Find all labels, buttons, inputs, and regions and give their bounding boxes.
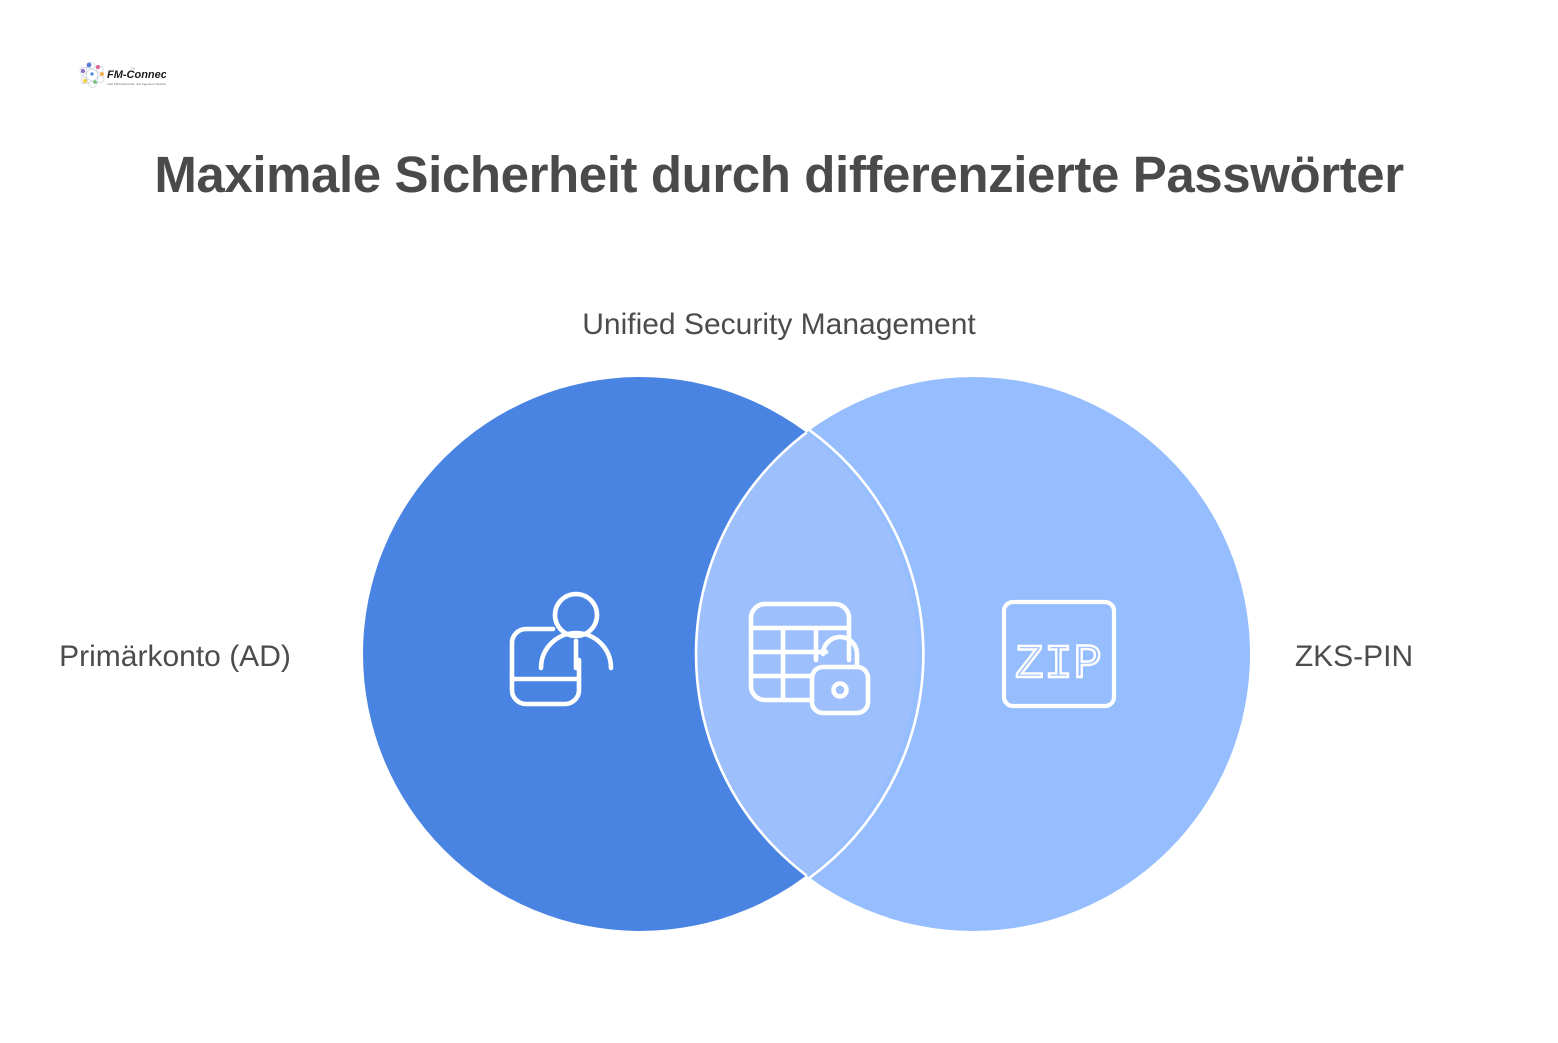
person-id-card-icon xyxy=(509,591,614,707)
fm-connect-logo-graphic: FM-Connect.com Das FM-Fachportal- und In… xyxy=(79,61,167,89)
brand-logo[interactable]: FM-Connect.com Das FM-Fachportal- und In… xyxy=(76,54,166,98)
venn-label-left: Primärkonto (AD) xyxy=(59,640,291,673)
starburst-icon xyxy=(79,61,105,89)
starburst-nodes xyxy=(80,62,104,84)
brand-wordmark: FM-Connect.com xyxy=(107,69,166,81)
venn-label-right: ZKS-PIN xyxy=(1294,640,1414,673)
brand-tm-mark: TM xyxy=(131,67,135,71)
venn-overlap-outline xyxy=(694,377,925,931)
zip-file-icon: ZIP xyxy=(1001,599,1117,709)
table-lock-icon xyxy=(748,601,871,716)
venn-label-overlap: Unified Security Management xyxy=(582,308,976,341)
brand-tagline: Das FM-Fachportal- und Ingenieur-Netzwer… xyxy=(108,82,167,86)
venn-overlap-region[interactable] xyxy=(696,377,1250,931)
zip-label: ZIP xyxy=(1015,639,1103,692)
page-title: Maximale Sicherheit durch differenzierte… xyxy=(154,146,1404,204)
